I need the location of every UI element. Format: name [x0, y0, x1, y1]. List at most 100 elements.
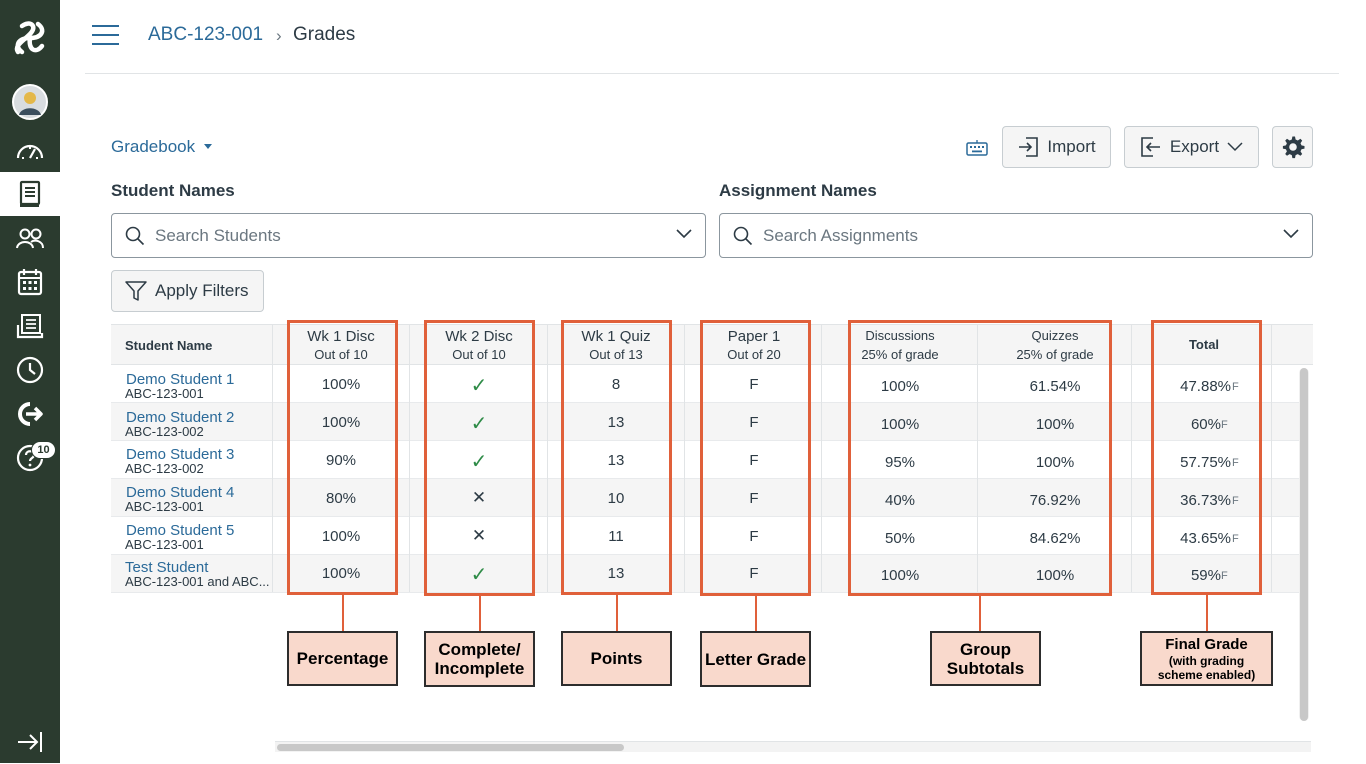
callout-complete-incomplete: Complete/ Incomplete [424, 631, 535, 687]
breadcrumb-course-link[interactable]: ABC-123-001 [148, 24, 264, 45]
chevron-down-icon [1227, 142, 1243, 152]
student-name-link[interactable]: Demo Student 3 [126, 446, 235, 463]
callout-percentage: Percentage [287, 631, 398, 686]
vertical-scrollbar[interactable] [1299, 368, 1309, 721]
grade-cell[interactable]: 13 [607, 452, 625, 469]
breadcrumb-separator: › [276, 26, 282, 45]
letter-grade: F [1232, 457, 1239, 469]
grade-cell[interactable]: 100% [321, 414, 361, 431]
student-section: ABC-123-001 and ABC... [125, 574, 270, 589]
table-row [111, 479, 1301, 517]
subtotal-cell: 76.92% [1029, 492, 1081, 509]
student-name-link[interactable]: Demo Student 5 [126, 522, 235, 539]
gear-icon [1282, 136, 1304, 159]
column-header-sub: Out of 20 [727, 347, 781, 362]
grade-cell[interactable]: F [749, 528, 759, 545]
apply-filters-button[interactable]: Apply Filters [111, 270, 264, 312]
check-icon[interactable]: ✓ [470, 413, 488, 435]
letter-grade: F [1221, 419, 1228, 431]
table-row [111, 365, 1301, 403]
check-icon[interactable]: ✓ [470, 375, 488, 397]
student-name-link[interactable]: Demo Student 1 [126, 371, 235, 388]
grade-cell[interactable]: 13 [607, 565, 625, 582]
calendar-icon[interactable] [0, 260, 60, 304]
grade-cell[interactable]: F [749, 490, 759, 507]
student-section: ABC-123-002 [125, 424, 204, 439]
grade-cell[interactable]: F [749, 565, 759, 582]
callout-final-grade: Final Grade (with grading scheme enabled… [1140, 631, 1273, 686]
search-icon [125, 226, 145, 246]
settings-button[interactable] [1272, 126, 1313, 168]
grade-cell[interactable]: F [749, 452, 759, 469]
check-icon[interactable]: ✓ [470, 451, 488, 473]
dashboard-icon[interactable] [0, 128, 60, 172]
student-section: ABC-123-002 [125, 461, 204, 476]
import-label: Import [1047, 137, 1096, 156]
x-icon[interactable]: ✕ [471, 526, 487, 545]
inbox-icon[interactable] [0, 304, 60, 348]
history-icon[interactable] [0, 348, 60, 392]
highlight-points-column [561, 320, 672, 595]
x-icon[interactable]: ✕ [471, 488, 487, 507]
subtotal-cell: 100% [1035, 416, 1075, 433]
total-cell: 36.73% [1180, 492, 1231, 509]
export-button[interactable]: Export [1124, 126, 1259, 168]
student-name-header[interactable]: Student Name [125, 338, 213, 353]
highlight-percentage-column [287, 320, 398, 595]
column-header-title[interactable]: Wk 1 Disc [307, 328, 375, 345]
column-header-title[interactable]: Paper 1 [727, 328, 781, 345]
grade-cell[interactable]: 10 [607, 490, 625, 507]
student-name-link[interactable]: Demo Student 2 [126, 409, 235, 426]
column-header-title[interactable]: Wk 1 Quiz [581, 328, 651, 345]
student-search-input[interactable]: Search Students [111, 213, 706, 258]
assignment-names-label: Assignment Names [719, 181, 877, 200]
column-header-sub: Out of 13 [589, 347, 643, 362]
grade-cell[interactable]: 11 [608, 528, 624, 545]
table-row [111, 403, 1301, 441]
grade-cell[interactable]: 100% [321, 528, 361, 545]
subtotal-cell: 100% [880, 378, 920, 395]
top-bar: ABC-123-001 › Grades [85, 0, 1339, 74]
student-name-link[interactable]: Test Student [125, 559, 209, 576]
column-header-title[interactable]: Wk 2 Disc [445, 328, 513, 345]
gradebook-menu[interactable]: Gradebook [111, 137, 196, 156]
collapse-nav-icon[interactable] [0, 720, 60, 764]
grade-cell[interactable]: 90% [325, 452, 357, 469]
grade-cell[interactable]: 80% [325, 490, 357, 507]
grade-cell[interactable]: F [749, 376, 759, 393]
groups-icon[interactable] [0, 216, 60, 260]
check-icon[interactable]: ✓ [470, 564, 488, 586]
horizontal-scrollbar[interactable] [275, 741, 1311, 752]
grade-cell[interactable]: 100% [321, 565, 361, 582]
subtotal-cell: 61.54% [1029, 378, 1081, 395]
commons-icon[interactable] [0, 392, 60, 436]
student-name-link[interactable]: Demo Student 4 [126, 484, 235, 501]
grade-cell[interactable]: 13 [607, 414, 625, 431]
keyboard-shortcuts-icon[interactable] [966, 140, 988, 161]
grade-cell[interactable]: F [749, 414, 759, 431]
subtotal-cell: 100% [1035, 567, 1075, 584]
chevron-down-icon[interactable] [1283, 229, 1299, 239]
column-header-title[interactable]: Total [1188, 337, 1220, 352]
grade-cell[interactable]: 100% [321, 376, 361, 393]
column-header-sub: 25% of grade [861, 347, 939, 362]
import-button[interactable]: Import [1002, 126, 1111, 168]
caret-down-icon[interactable] [204, 144, 212, 149]
subtotal-cell: 40% [884, 492, 916, 509]
callout-points: Points [561, 631, 672, 686]
subtotal-cell: 95% [884, 454, 916, 471]
logo-icon[interactable] [0, 16, 60, 60]
grade-cell[interactable]: 8 [611, 376, 621, 393]
assignment-search-input[interactable]: Search Assignments [719, 213, 1313, 258]
subtotal-cell: 100% [1035, 454, 1075, 471]
total-cell: 43.65% [1180, 530, 1231, 547]
letter-grade: F [1232, 381, 1239, 393]
chevron-down-icon[interactable] [676, 229, 692, 239]
account-avatar[interactable] [0, 80, 60, 124]
column-header-title[interactable]: Quizzes [1031, 328, 1079, 343]
column-header-title[interactable]: Discussions [865, 328, 935, 343]
courses-icon[interactable] [0, 172, 60, 216]
highlight-letter-column [700, 320, 811, 596]
highlight-complete-column [424, 320, 535, 596]
menu-icon[interactable] [92, 25, 119, 45]
